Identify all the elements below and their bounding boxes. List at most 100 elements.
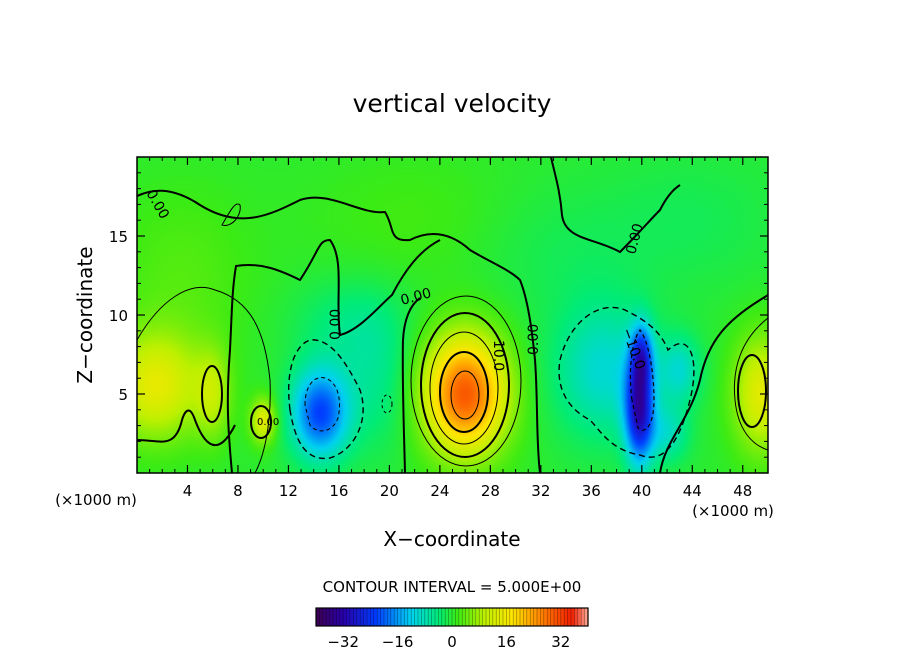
contour-zero-6 [136,409,236,446]
colorbar-swatch [390,608,395,626]
contour-zero-4 [550,156,681,254]
colorbar-swatch [479,608,484,626]
colorbar-frame [315,607,589,627]
y-axis-ticks: 5 10 15 [109,172,768,458]
contour-main-15 [429,331,499,445]
colorbar-swatch [554,608,558,626]
colorbar-swatch [377,608,382,626]
colorbar-swatch [571,608,575,626]
colorbar-swatch [458,608,463,626]
colorbar-swatch [564,608,569,626]
colorbar-swatch [319,608,324,626]
y-tick-label: 15 [109,228,128,246]
colorbar-swatch [350,608,354,626]
colorbar-swatch [370,608,375,626]
colorbar-swatch [316,608,320,626]
contour-neg-right [558,306,695,458]
colorbar-swatch [445,608,450,626]
contour-lines [136,156,769,474]
x-axis-ticks: 4 8 12 16 20 24 28 32 36 40 44 48 [149,157,756,500]
colorbar-swatch [492,608,497,626]
x-tick-label: 28 [481,482,500,500]
colorbar-swatch [363,608,368,626]
colorbar-swatch [404,608,409,626]
contour-neg-right-inner [629,329,655,431]
y-axis-label: Z−coordinate [73,246,97,383]
colorbar-swatch [526,608,531,626]
colorbar-swatch [584,608,589,626]
colorbar-tick-label: 0 [447,633,457,651]
contour-label: 0.00 [526,324,542,355]
colorbar-swatch [397,608,402,626]
colorbar-swatch [533,608,538,626]
colorbar-swatch [557,608,562,626]
chart-title: vertical velocity [353,89,552,118]
colorbar-swatch [421,608,426,626]
x-unit-right: (×1000 m) [692,502,774,520]
contour-label: 0.00 [623,222,647,256]
colorbar-swatch [547,608,552,626]
x-tick-label: 8 [233,482,243,500]
colorbar-swatch [333,608,337,626]
colorbar-swatch [326,608,331,626]
colorbar-swatch [543,608,548,626]
colorbar-swatch [499,608,504,626]
colorbar-swatch [472,608,477,626]
contour-pos-right [733,317,769,451]
contour-pos-48km [737,354,767,428]
contour-pos-6km [201,365,223,423]
contour-main-5 [410,295,522,467]
contour-main-10 [420,312,510,458]
colorbar-swatch [438,608,443,626]
contour-label: 0.00 [399,285,433,309]
colorbar-swatch [394,608,399,626]
colorbar-swatch [356,608,361,626]
x-tick-label: 32 [531,482,550,500]
contour-neg-19km [381,394,393,414]
colorbar-swatch [581,608,586,626]
colorbar-swatch [448,608,453,626]
contour-zero-3 [401,297,421,474]
colorbar-swatch [428,608,433,626]
colorbar-tick-label: 32 [551,633,570,651]
contour-zero-2 [226,238,441,474]
colorbar-swatch [550,608,555,626]
colorbar-swatch [469,608,473,626]
colorbar-swatch [574,608,579,626]
colorbar-swatch [435,608,439,626]
colorbar-swatch [455,608,460,626]
colorbar-swatch [560,608,565,626]
contour-pos-left [136,286,271,474]
colorbar-swatch [462,608,467,626]
colorbar-swatch [401,608,405,626]
x-tick-label: 40 [632,482,651,500]
contour-main-20 [439,351,489,433]
colorbar-swatch [486,608,490,626]
contour-neg-left [288,339,364,460]
colorbar-swatch [380,608,385,626]
colorbar-swatch [496,608,501,626]
colorbar-swatch [503,608,507,626]
colorbar-swatch [367,608,371,626]
colorbar-swatch [489,608,494,626]
colorbar-swatch [414,608,419,626]
colorbar-swatch [339,608,344,626]
colorbar-swatch [329,608,334,626]
x-axis-label: X−coordinate [383,527,520,551]
colorbar-swatch [567,608,572,626]
colorbar-swatch [523,608,528,626]
contour-pos-10km [250,405,272,439]
colorbar-swatch [353,608,358,626]
x-tick-label: 36 [582,482,601,500]
x-tick-label: 4 [183,482,193,500]
x-tick-label: 16 [329,482,348,500]
x-tick-label: 12 [279,482,298,500]
colorbar-tick-label: −16 [382,633,414,651]
colorbar-swatch [387,608,392,626]
contour-neg-left-inner [304,376,340,432]
colorbar-swatch [336,608,341,626]
contour-pos-upper-left [221,203,241,226]
colorbar-swatch [424,608,429,626]
colorbar-swatch [530,608,535,626]
